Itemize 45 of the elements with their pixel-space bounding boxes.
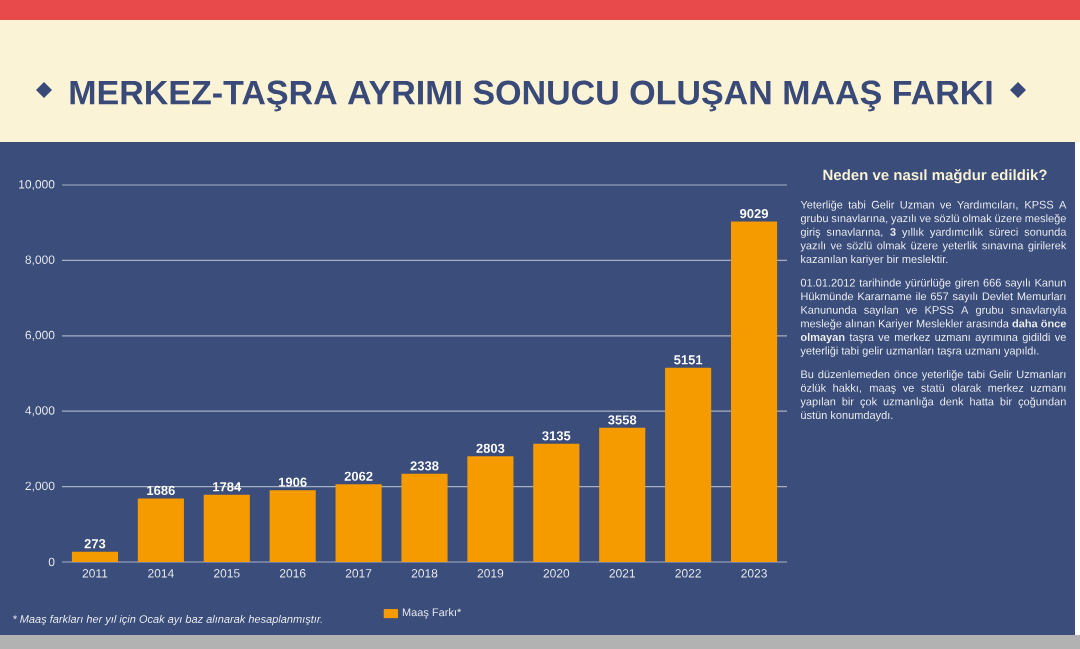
x-tick-label: 2016 [279, 569, 306, 578]
x-tick-label: 2015 [214, 569, 240, 578]
data-label: 3135 [542, 431, 571, 441]
text: 01.01.2012 tarihinde yürürlüğe giren 666 sayılı Kanun Hükmünde Kararname ile 657 sayılı Devlet Memurları Kanununda sayılan ve KPSS A grubu sınavlarıyla mesleğe alınan Kariyer Meslekler arasında daha önce olmayan taşra ve merkez uzmanı ayrımına gidildi ve yeterliği tabi gelir uzmanları taşra uzmanı yapıldı. [800, 278, 1067, 357]
bar [335, 484, 382, 562]
bar [533, 443, 580, 562]
data-label: 1686 [147, 485, 175, 496]
data-label: 5151 [674, 355, 703, 365]
bar [401, 473, 448, 562]
x-tick-label: 2022 [675, 569, 701, 578]
y-tick-label: 6,000 [25, 330, 55, 341]
text: Yeterliğe tabi Gelir Uzman ve Yardımcıları, KPSS A grubu sınavlarına, yazılı ve sözlü olmak üzere mesleğe giriş sınavlarına, 3 yıllık yardımcılık süreci sonunda yazılı ve sözlü olmak üzere yeterlik sınavına girilerek kazanılan kariyer bir meslektir. [800, 200, 1067, 266]
data-label: 273 [84, 539, 106, 549]
bar [665, 367, 712, 562]
data-label: 2803 [476, 443, 505, 453]
chart-title: MERKEZ-TAŞRA AYRIMI SONUCU OLUŞAN MAAŞ FARKI [70, 80, 992, 112]
text: * Maaş farkları her yıl için Ocak ayı baz alınarak hesaplanmıştır. [13, 614, 322, 626]
data-label: 3558 [608, 415, 637, 425]
bar [203, 494, 250, 562]
y-tick-label: 0 [48, 557, 55, 567]
x-tick-label: 2019 [477, 569, 504, 578]
y-tick-label: 4,000 [25, 406, 55, 417]
legend-label: Maaş Farkı* [402, 608, 462, 619]
text: Neden ve nasıl mağdur edildik? [823, 169, 1047, 184]
bar [71, 551, 119, 562]
bar [137, 498, 184, 562]
x-tick-label: 2014 [148, 569, 174, 578]
x-tick-label: 2018 [411, 569, 438, 578]
data-label: 9029 [740, 209, 769, 219]
y-tick-label: 8,000 [25, 255, 55, 266]
x-tick-label: 2020 [543, 569, 570, 578]
data-label: 2338 [410, 461, 439, 471]
data-label: 2062 [344, 471, 373, 481]
bar [599, 427, 646, 562]
text: Bu düzenlemeden önce yeterliğe tabi Gelir Uzmanları özlük hakkı, maaş ve statü olarak merkez uzmanı yapılan bir çok uzmanlığa denk hatta bir çoğundan üstün konumdaydı. [800, 369, 1066, 422]
x-tick-label: 2011 [82, 569, 108, 578]
x-tick-label: 2023 [741, 569, 767, 578]
bar [730, 221, 778, 562]
x-tick-label: 2021 [609, 569, 635, 578]
bar [467, 456, 514, 562]
data-label: 1906 [279, 477, 307, 487]
y-tick-label: 10,000 [19, 180, 55, 190]
x-tick-label: 2017 [345, 569, 372, 578]
y-tick-label: 2,000 [25, 481, 55, 492]
bar [269, 490, 316, 562]
